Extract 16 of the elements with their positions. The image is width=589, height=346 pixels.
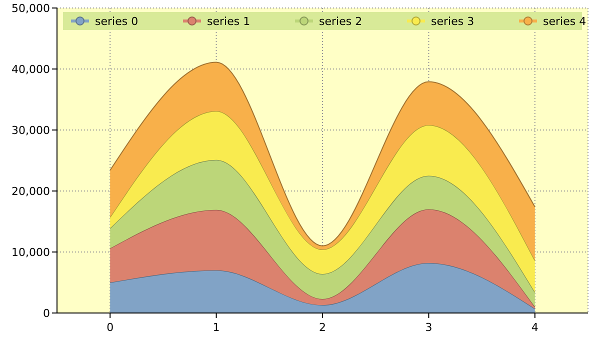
legend-label: series 3: [431, 14, 474, 28]
x-tick-label: 1: [212, 321, 220, 334]
y-tick-label: 30,000: [12, 124, 50, 137]
x-tick-label: 4: [531, 321, 538, 334]
legend-label: series 2: [319, 14, 362, 28]
legend-label: series 0: [95, 14, 138, 28]
y-tick-label: 20,000: [12, 184, 50, 198]
legend-label: series 1: [207, 14, 250, 28]
x-tick-label: 2: [319, 321, 326, 334]
legend-label: series 4: [543, 14, 586, 28]
x-tick-label: 0: [106, 321, 114, 334]
y-tick-label: 40,000: [12, 62, 50, 76]
y-tick-label: 10,000: [12, 246, 50, 259]
y-tick-label: 50,000: [12, 2, 50, 15]
x-tick-label: 3: [425, 321, 432, 334]
y-tick-label: 0: [43, 306, 50, 320]
